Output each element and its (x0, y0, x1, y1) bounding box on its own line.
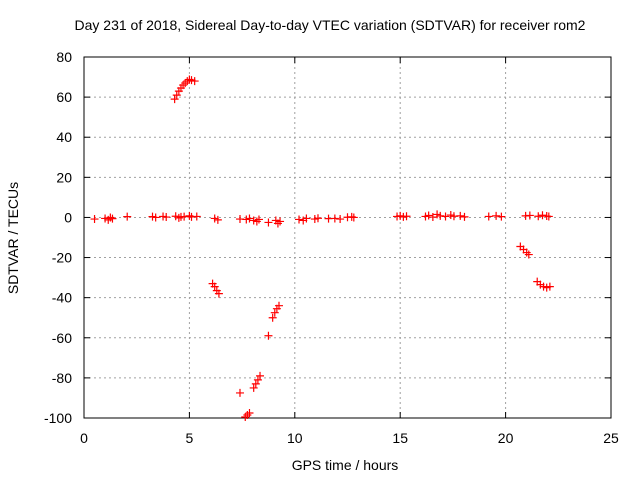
data-point (545, 282, 554, 291)
data-point (249, 383, 258, 392)
data-point (90, 215, 99, 224)
y-tick-label: 20 (56, 169, 72, 185)
data-point (253, 375, 262, 384)
data-point (336, 215, 345, 224)
data-point (214, 289, 223, 298)
y-tick-label: 0 (64, 209, 72, 225)
x-axis-label: GPS time / hours (292, 457, 399, 473)
data-point (268, 313, 277, 322)
plot-frame (83, 56, 612, 419)
data-point (170, 95, 179, 104)
data-point (460, 212, 469, 221)
x-tick-label: 20 (498, 430, 514, 446)
y-axis-label: SDTVAR / TECUs (5, 182, 21, 294)
data-point (213, 215, 222, 224)
data-point (424, 211, 433, 220)
data-point (270, 308, 279, 317)
data-point (295, 215, 304, 224)
data-point (441, 212, 450, 221)
data-point (180, 212, 189, 221)
data-point (544, 212, 553, 221)
data-point (256, 371, 265, 380)
data-point (241, 412, 250, 421)
grid (84, 57, 611, 418)
data-point (185, 211, 194, 220)
data-point (190, 77, 199, 86)
axes: 0 5 10 15 20 25 -100 -80 -60 -40 -20 0 20 40 60 80 (44, 49, 619, 446)
data-point (497, 212, 506, 221)
data-point (123, 212, 132, 221)
x-tick-label: 25 (603, 430, 619, 446)
data-point (492, 211, 501, 220)
x-tick-label: 15 (392, 430, 408, 446)
data-point (313, 214, 322, 223)
data-point (349, 213, 358, 222)
data-point (108, 214, 117, 223)
data-point (172, 91, 181, 100)
data-point (162, 213, 171, 222)
data-point (302, 214, 311, 223)
x-tick-label: 0 (80, 430, 88, 446)
data-point (245, 408, 254, 417)
data-point (484, 212, 493, 221)
data-point (524, 250, 533, 259)
data-point (456, 211, 465, 220)
x-tick-label: 5 (186, 430, 194, 446)
data-point (274, 301, 283, 310)
data-point (525, 211, 534, 220)
y-tick-label: -60 (52, 330, 72, 346)
data-point (264, 331, 273, 340)
data-point (183, 77, 192, 86)
data-point (402, 212, 411, 221)
data-point (192, 212, 201, 221)
data-point (436, 211, 445, 220)
data-point (210, 282, 219, 291)
y-tick-label: 40 (56, 129, 72, 145)
y-tick-label: 80 (56, 49, 72, 65)
data-point (264, 218, 273, 227)
y-tick-label: -20 (52, 250, 72, 266)
data-point (276, 217, 285, 226)
data-point (534, 212, 543, 221)
chart-title: Day 231 of 2018, Sidereal Day-to-day VTE… (75, 17, 586, 33)
data-point (251, 379, 260, 388)
data-point (254, 215, 263, 224)
data-point (185, 75, 194, 84)
x-tick-label: 10 (287, 430, 303, 446)
y-tick-label: -80 (52, 370, 72, 386)
data-point (245, 214, 254, 223)
data-point (347, 212, 356, 221)
y-tick-label: -40 (52, 290, 72, 306)
data-point (330, 214, 339, 223)
y-tick-label: 60 (56, 89, 72, 105)
data-point (151, 213, 160, 222)
y-tick-label: -100 (44, 410, 72, 426)
data-points (90, 75, 554, 421)
data-point (235, 388, 244, 397)
data-point (538, 211, 547, 220)
data-point (428, 213, 437, 222)
